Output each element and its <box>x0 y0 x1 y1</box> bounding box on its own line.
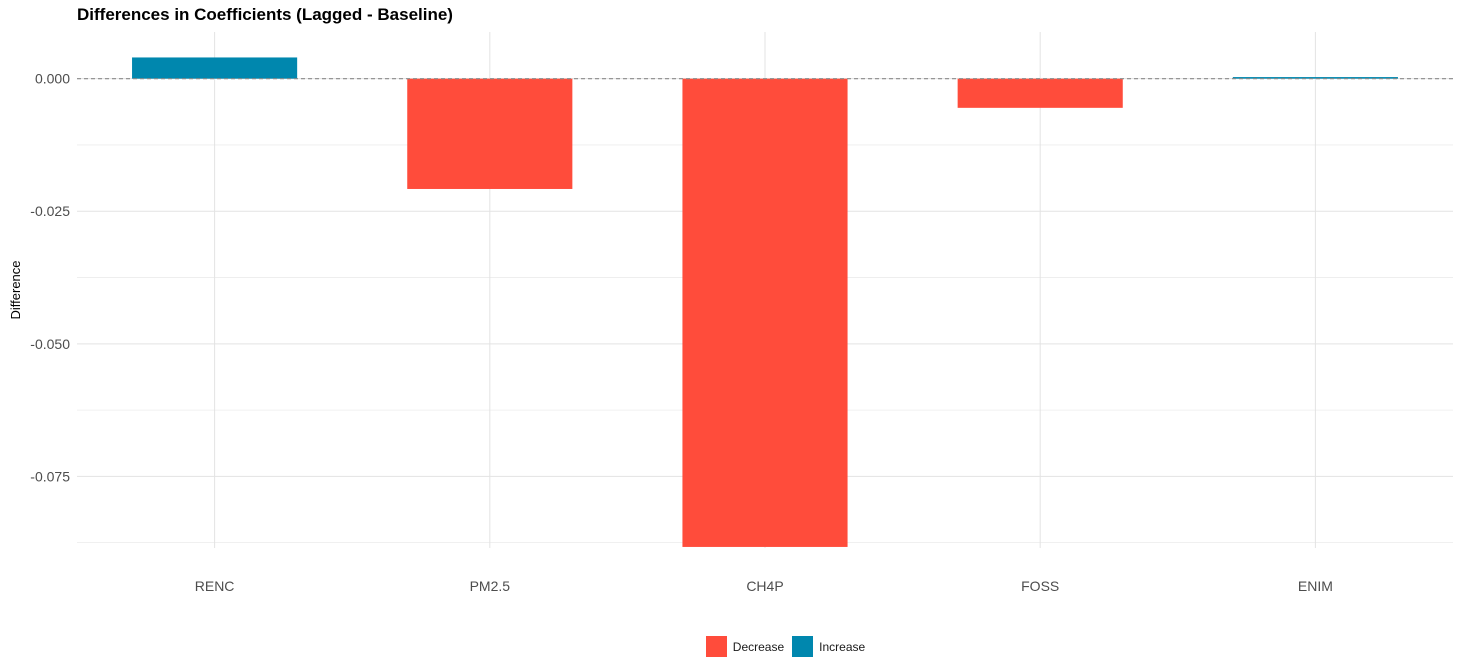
x-tick-labels: RENC PM2.5 CH4P FOSS ENIM <box>195 578 1333 594</box>
y-tick-label: -0.025 <box>30 203 70 219</box>
legend-label-decrease: Decrease <box>732 639 785 654</box>
legend-label-increase: Increase <box>819 639 866 654</box>
bars <box>132 57 1398 547</box>
x-tick-label: CH4P <box>746 578 783 594</box>
legend-swatch-decrease <box>705 636 727 657</box>
bar-foss <box>957 78 1123 108</box>
x-tick-label: RENC <box>195 578 235 594</box>
legend-item-increase: Increase <box>792 636 865 657</box>
legend-swatch-increase <box>792 636 814 657</box>
y-tick-labels: 0.000 -0.025 -0.050 -0.075 <box>30 71 70 485</box>
y-tick-label: -0.075 <box>30 468 70 484</box>
bar-ch4p <box>682 78 848 547</box>
legend-item-decrease: Decrease <box>705 636 785 657</box>
x-tick-label: ENIM <box>1298 578 1333 594</box>
bar-renc <box>132 57 298 79</box>
bar-pm25 <box>407 78 573 189</box>
x-tick-label: FOSS <box>1021 578 1059 594</box>
y-tick-label: 0.000 <box>35 71 70 87</box>
y-tick-label: -0.050 <box>30 336 70 352</box>
x-tick-label: PM2.5 <box>470 578 511 594</box>
legend: Decrease Increase <box>0 636 1461 657</box>
y-axis-label: Difference <box>8 260 23 319</box>
bar-enim <box>1232 77 1398 79</box>
chart-title: Differences in Coefficients (Lagged - Ba… <box>77 5 453 24</box>
